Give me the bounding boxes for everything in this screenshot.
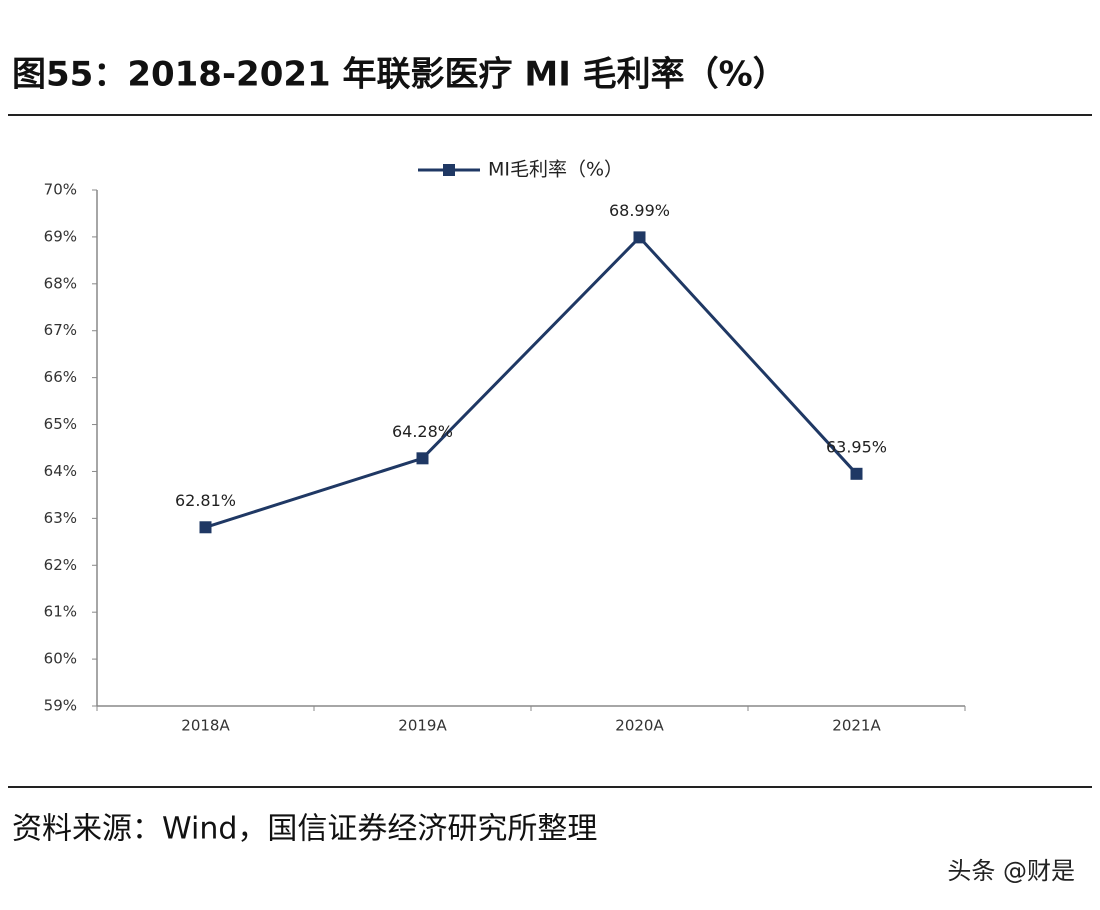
y-tick-label: 63% — [44, 509, 77, 527]
x-tick-label: 2021A — [832, 717, 881, 735]
y-tick-label: 64% — [44, 462, 77, 480]
y-tick-label: 70% — [44, 181, 77, 199]
x-tick-label: 2019A — [398, 717, 447, 735]
point-marker — [416, 452, 429, 465]
chart-title: 图55：2018-2021 年联影医疗 MI 毛利率（%） — [12, 55, 787, 95]
y-tick-label: 65% — [44, 415, 77, 433]
point-marker — [850, 467, 863, 480]
y-tick-label: 67% — [44, 321, 77, 339]
data-label: 63.95% — [826, 437, 887, 456]
legend-marker — [443, 164, 455, 176]
data-label: 62.81% — [175, 491, 236, 510]
y-tick-label: 62% — [44, 556, 77, 574]
y-tick-label: 59% — [44, 697, 77, 715]
y-tick-label: 69% — [44, 227, 77, 245]
data-label: 68.99% — [609, 201, 670, 220]
y-tick-label: 68% — [44, 274, 77, 292]
legend-label: MI毛利率（%） — [488, 159, 623, 181]
x-tick-label: 2020A — [615, 717, 664, 735]
point-marker — [199, 521, 212, 534]
series-line — [205, 235, 858, 529]
source-note: 资料来源：Wind，国信证券经济研究所整理 — [12, 812, 597, 847]
y-tick-label: 61% — [44, 603, 77, 621]
y-tick-label: 66% — [44, 368, 77, 386]
y-tick-label: 60% — [44, 650, 77, 668]
x-tick-label: 2018A — [181, 717, 230, 735]
point-marker — [633, 231, 646, 244]
watermark: 头条 @财是 — [947, 857, 1075, 885]
data-label: 64.28% — [392, 422, 453, 441]
